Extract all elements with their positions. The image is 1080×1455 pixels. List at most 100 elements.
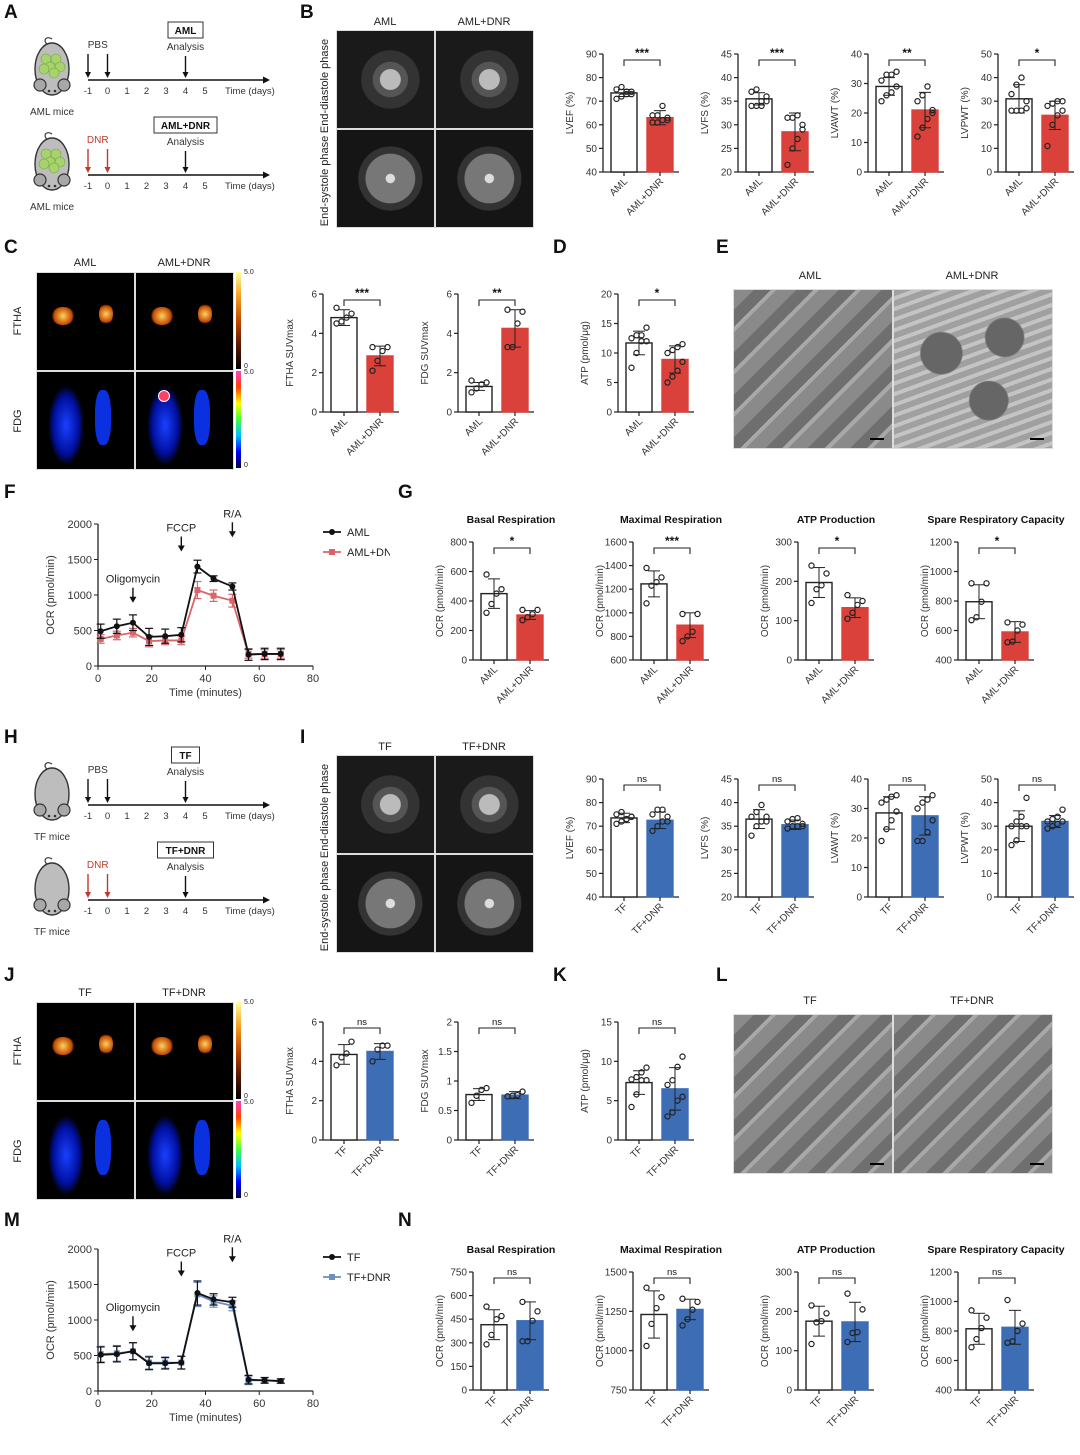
em-image-pair-tf: TF TF+DNR [730, 990, 1070, 1180]
svg-text:3: 3 [163, 181, 168, 192]
data-point [674, 1097, 681, 1104]
svg-text:-1: -1 [84, 811, 92, 822]
data-point [628, 90, 635, 98]
line-chart-ocr-aml: 0 500 1000 1500 2000 0 20 40 60 80 Time (minutes) O… [40, 508, 400, 710]
data-point [763, 818, 770, 825]
svg-text:40: 40 [851, 50, 863, 61]
svg-text:4: 4 [183, 181, 188, 192]
svg-text:3: 3 [163, 906, 168, 917]
svg-text:750: 750 [610, 1386, 627, 1397]
data-point [654, 823, 661, 830]
svg-text:45: 45 [721, 775, 733, 786]
data-point [1004, 1296, 1011, 1304]
data-point [638, 332, 645, 339]
data-point [379, 347, 386, 355]
data-point [758, 801, 765, 809]
svg-text:600: 600 [450, 1291, 467, 1302]
data-point [369, 343, 376, 351]
mri-tf-diastole [336, 755, 435, 854]
data-point [333, 1062, 340, 1069]
bar [745, 98, 773, 173]
y-axis-label: OCR (pmol/min) [435, 1295, 446, 1367]
data-point [664, 116, 671, 124]
svg-text:40: 40 [721, 73, 733, 84]
significance-marker: *** [665, 534, 679, 548]
data-point [914, 805, 921, 812]
data-point [854, 1328, 861, 1336]
data-point [878, 98, 885, 105]
svg-text:2: 2 [144, 811, 149, 822]
data-point [664, 818, 671, 825]
data-point [919, 837, 926, 845]
significance-marker: ns [902, 774, 912, 785]
data-point [924, 828, 931, 836]
arrow-down-icon [129, 596, 137, 603]
treatment-label: PBS [88, 40, 108, 51]
data-point [664, 1113, 671, 1120]
y-axis-label: LVPWT (%) [960, 812, 971, 864]
pet-ftha-aml [36, 272, 135, 371]
data-point [1049, 121, 1056, 129]
panel-label-c: C [4, 237, 18, 258]
y-axis-label: FDG SUVmax [420, 1049, 431, 1112]
svg-text:0: 0 [86, 661, 92, 673]
data-point [689, 628, 696, 635]
svg-text:4: 4 [446, 329, 452, 340]
data-point [628, 1103, 635, 1111]
svg-text:200: 200 [450, 626, 467, 637]
svg-text:40: 40 [721, 798, 733, 809]
arrow-down-icon [129, 1325, 137, 1332]
svg-text:-1: -1 [84, 181, 92, 192]
data-point [669, 373, 676, 380]
bar-chart-lvef-tf: 40 50 60 70 80 90 LVEF (%) TF TF+DNR ns [555, 765, 685, 950]
col-label: AML+DNR [457, 16, 511, 28]
chart-title: Maximal Respiration [620, 514, 722, 526]
significance-marker: * [835, 534, 840, 548]
panel-label-k: K [553, 965, 567, 986]
data-point [534, 1308, 541, 1315]
data-point [493, 1315, 500, 1323]
arrow-down-icon [177, 1270, 185, 1277]
svg-text:15: 15 [601, 319, 613, 330]
data-point [1044, 102, 1051, 110]
data-point [519, 616, 526, 624]
category-label: TF+DNR [500, 1394, 536, 1430]
data-point [473, 1092, 480, 1099]
mri-image-grid-tf: TF TF+DNR End-diastole phase End-systole… [300, 735, 550, 960]
svg-text:2: 2 [144, 906, 149, 917]
category-label: TF [749, 901, 765, 917]
y-axis-label: OCR (pmol/min) [920, 1295, 931, 1367]
legend-entry: TF [347, 1252, 361, 1264]
bar-chart-spare-capacity-tf: Spare Respiratory Capacity 400 600 800 1000 1… [910, 1240, 1080, 1450]
category-label: TF+DNR [895, 901, 931, 937]
svg-text:1200: 1200 [930, 538, 953, 549]
svg-text:800: 800 [935, 597, 952, 608]
data-point [1059, 98, 1066, 105]
category-label: TF [879, 901, 895, 917]
arrow-down-icon [228, 1256, 236, 1263]
data-point [633, 349, 640, 357]
annotation-label: R/A [223, 1235, 242, 1245]
pet-image-grid-tf: TF TF+DNR FTHA FDG 5.0 0 5.0 0 [0, 975, 270, 1205]
legend-entry: AML [347, 527, 370, 539]
data-point [613, 820, 620, 828]
bar-chart-lvpwt-aml: 0 10 20 30 40 50 LVPWT (%) AML AML+DNR * [950, 40, 1080, 230]
category-label: AML [478, 664, 501, 687]
data-point [613, 95, 620, 103]
data-point [618, 808, 625, 816]
pet-ftha-tfdnr [135, 1002, 234, 1101]
category-label: TF [469, 1144, 485, 1160]
significance-marker: ns [492, 1017, 502, 1028]
data-point [1049, 815, 1056, 823]
y-axis-label: OCR (pmol/min) [920, 565, 931, 637]
y-axis-label: ATP (pmol/μg) [580, 1049, 591, 1113]
svg-text:25: 25 [721, 144, 733, 155]
data-point [618, 818, 625, 825]
category-label: AML+DNR [819, 664, 861, 706]
category-label: AML [1003, 176, 1026, 199]
data-point [674, 1063, 681, 1071]
svg-text:0: 0 [446, 1136, 452, 1147]
col-label: TF+DNR [162, 987, 206, 999]
category-label: TF [629, 1144, 645, 1160]
mouse-label: TF mice [34, 927, 71, 938]
